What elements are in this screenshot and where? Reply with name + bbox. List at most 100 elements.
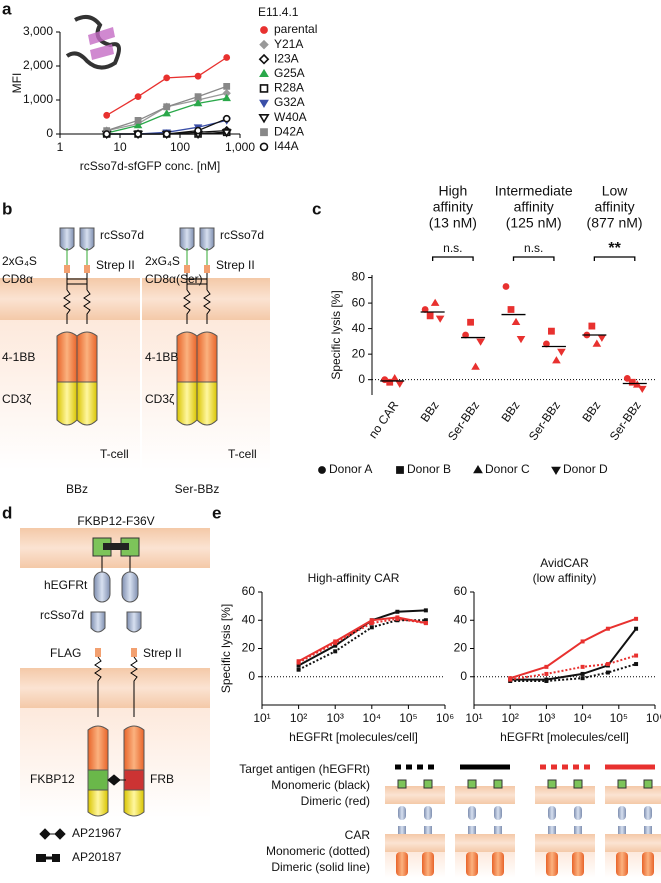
marker — [395, 380, 405, 388]
panel-label: d — [2, 503, 12, 522]
label: rcSso7d — [100, 228, 144, 242]
legend-label: G25A — [274, 66, 305, 80]
x-axis-label: rcSso7d-sfGFP conc. [nM] — [80, 159, 221, 173]
point — [333, 640, 338, 645]
y-tick-label: 3,000 — [23, 24, 53, 38]
y-tick-label: 1,000 — [23, 92, 53, 106]
point — [634, 662, 639, 667]
marker — [623, 375, 631, 382]
label: T-cell — [228, 447, 257, 461]
legend-label: Donor D — [563, 462, 608, 476]
point — [423, 621, 428, 626]
marker — [502, 283, 510, 290]
y-tick-label: 40 — [242, 612, 256, 626]
group-label: Low — [602, 183, 629, 199]
marker — [259, 84, 269, 93]
label: CD3ζ — [2, 392, 32, 406]
y-tick-label: 20 — [352, 346, 366, 360]
y-tick-label: 0 — [358, 372, 365, 386]
marker — [557, 348, 566, 356]
point — [508, 677, 513, 682]
marker — [102, 130, 111, 138]
y-tick-label: 2,000 — [23, 58, 53, 72]
y-tick-label: 20 — [242, 641, 256, 655]
x-tick-label: 10⁵ — [399, 711, 417, 725]
y-tick-label: 0 — [46, 126, 53, 140]
x-axis-label: hEGFRt [molecules/cell] — [500, 730, 629, 744]
point — [423, 618, 428, 623]
label: Strep II — [216, 258, 255, 272]
label: FKBP12 — [30, 772, 75, 786]
point — [634, 616, 639, 621]
bracket — [512, 256, 555, 261]
point — [296, 660, 301, 665]
legend-label: Donor A — [329, 462, 372, 476]
label: Strep II — [143, 646, 182, 660]
x-tick-label: 10 — [113, 140, 127, 154]
label: rcSso7d — [40, 608, 84, 622]
point — [634, 653, 639, 658]
marker — [259, 39, 269, 50]
marker — [597, 334, 607, 342]
significance: ** — [608, 240, 621, 257]
legend-label: Y21A — [274, 37, 303, 51]
label: CD3ζ — [145, 392, 175, 406]
marker — [476, 338, 485, 346]
marker — [221, 129, 232, 138]
diagram-d: FKBP12-F36V hEGFRt rcSso7d FLAG Strep II… — [20, 514, 210, 864]
marker — [134, 117, 142, 124]
x-tick-label: 10¹ — [253, 711, 270, 725]
x-tick-label: 100 — [170, 140, 190, 154]
label: T-cell — [100, 447, 129, 461]
marker — [390, 374, 400, 382]
point — [369, 625, 374, 630]
group-label: (877 nM) — [587, 215, 643, 231]
marker — [222, 114, 231, 123]
marker — [163, 103, 171, 111]
marker — [471, 362, 480, 370]
y-tick-label: 60 — [454, 584, 468, 598]
marker — [194, 93, 202, 100]
y-tick-label: 0 — [460, 669, 467, 683]
x-tick-label: 10⁶ — [436, 711, 454, 725]
x-tick-label: 10⁴ — [573, 711, 592, 725]
point — [333, 643, 338, 648]
marker — [511, 317, 521, 326]
marker — [592, 339, 602, 347]
legend-text: Target antigen (hEGFRt) — [239, 762, 370, 776]
point — [605, 662, 610, 667]
marker — [259, 142, 269, 152]
y-tick-label: 40 — [454, 612, 468, 626]
membrane — [0, 278, 140, 320]
x-tick-label: 10² — [502, 711, 519, 725]
group-label: High — [438, 183, 467, 199]
label: AP20187 — [72, 850, 122, 864]
legend-text: Dimeric (red) — [301, 794, 370, 808]
legend-title: E11.4.1 — [258, 5, 299, 19]
x-tick-label: 10¹ — [465, 711, 482, 725]
point — [296, 667, 301, 672]
marker — [103, 111, 111, 119]
x-tick-label: Ser-BBz — [607, 399, 644, 444]
group-label: (13 nM) — [429, 215, 477, 231]
x-tick-label: 10² — [290, 711, 307, 725]
group-label: affinity — [514, 199, 554, 215]
point — [395, 616, 400, 621]
point — [580, 664, 585, 669]
x-axis-label: hEGFRt [molecules/cell] — [289, 730, 418, 744]
legend-label: parental — [274, 22, 317, 36]
marker — [134, 130, 142, 138]
group-label: affinity — [433, 199, 473, 215]
diagram-b: rcSso7d 2xG₄S Strep II CD8α 4-1BB CD3ζ T… — [0, 227, 270, 496]
legend-e: Target antigen (hEGFRt) Monomeric (black… — [239, 762, 661, 879]
y-tick-label: 20 — [454, 641, 468, 655]
marker — [435, 315, 445, 323]
x-tick-label: BBz — [418, 399, 442, 425]
point — [634, 626, 639, 631]
y-axis-label: Specific lysis [%] — [219, 604, 233, 693]
marker — [467, 318, 474, 326]
marker — [632, 380, 642, 388]
label: rcSso7d — [220, 228, 264, 242]
marker — [430, 298, 440, 306]
marker — [628, 378, 636, 386]
